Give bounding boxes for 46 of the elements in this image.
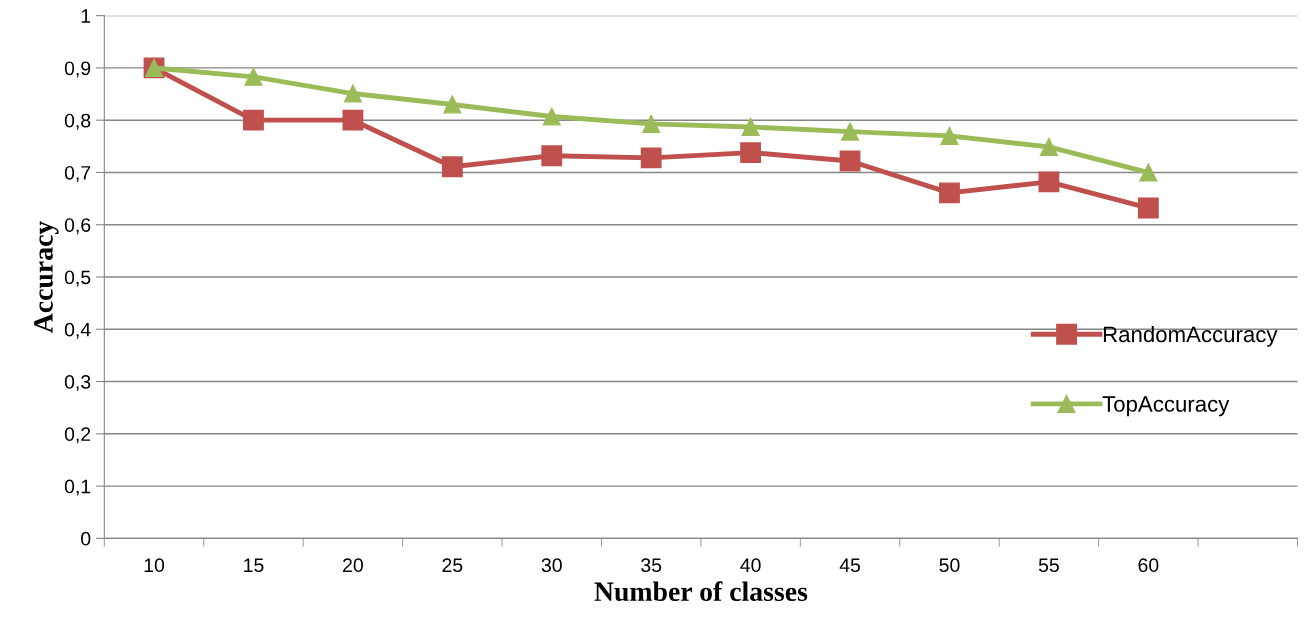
- point: [841, 122, 860, 141]
- y-tick-label: 0,3: [64, 375, 91, 392]
- x-tick-label: 30: [541, 558, 562, 573]
- y-tick-label: 0,4: [64, 322, 91, 339]
- x-tick-label: 10: [144, 558, 165, 573]
- x-tick-label: 35: [641, 558, 662, 573]
- y-tick-label: 0,5: [64, 270, 91, 287]
- point: [542, 107, 561, 126]
- point: [343, 84, 362, 103]
- point: [640, 147, 662, 169]
- y-tick-label: 0,2: [64, 427, 91, 444]
- x-tick-label: 40: [740, 558, 761, 573]
- point: [1038, 171, 1060, 193]
- point: [740, 142, 762, 164]
- x-tick-label: 25: [442, 558, 463, 573]
- point: [1139, 163, 1158, 182]
- legend-label: RandomAccuracy: [1103, 325, 1278, 347]
- x-tick-label: 50: [939, 558, 960, 573]
- y-tick-label: 0,8: [64, 113, 91, 130]
- point: [342, 109, 364, 131]
- y-tick-label: 0,1: [64, 479, 91, 496]
- y-tick-label: 0,7: [64, 165, 91, 182]
- x-tick-label: 55: [1038, 558, 1059, 573]
- point: [541, 145, 563, 167]
- point: [1137, 197, 1159, 219]
- x-tick-label: 15: [244, 558, 264, 573]
- point: [741, 117, 760, 137]
- x-axis-title: Number of classes: [594, 581, 808, 602]
- point: [839, 150, 861, 172]
- point: [939, 182, 960, 204]
- y-tick-label: 0: [81, 531, 91, 546]
- legend-label: TopAccuracy: [1102, 396, 1230, 417]
- point: [243, 109, 264, 131]
- point: [1039, 137, 1058, 156]
- point: [443, 95, 462, 114]
- y-tick-label: 0,6: [64, 218, 91, 235]
- x-tick-label: 20: [343, 558, 363, 573]
- point: [940, 126, 959, 145]
- point: [244, 67, 263, 86]
- x-tick-label: 45: [839, 558, 861, 573]
- y-axis-title: Accuracy: [34, 220, 59, 334]
- y-tick-label: 0,9: [64, 61, 91, 78]
- x-tick-label: 60: [1138, 558, 1159, 573]
- y-tick-label: 1: [81, 9, 91, 23]
- point: [642, 114, 661, 133]
- point: [441, 156, 463, 178]
